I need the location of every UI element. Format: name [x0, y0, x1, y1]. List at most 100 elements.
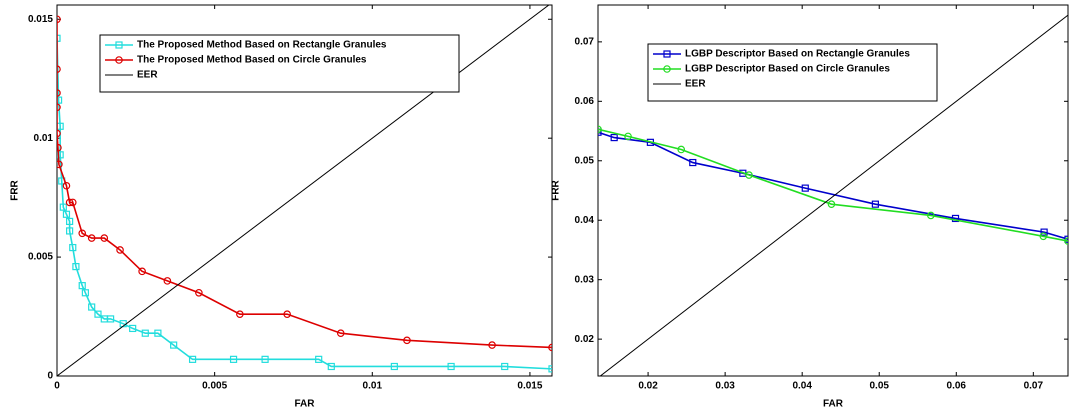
marker: [57, 65, 61, 74]
legend-label: LGBP Descriptor Based on Rectangle Granu…: [685, 49, 910, 60]
marker: [315, 355, 323, 363]
y-tick-label: 0.02: [575, 334, 595, 345]
marker: [115, 41, 123, 49]
marker: [57, 89, 61, 97]
marker: [57, 129, 61, 138]
marker: [229, 355, 238, 363]
x-tick-label: 0.005: [202, 381, 227, 392]
marker: [62, 210, 71, 218]
marker: [100, 234, 109, 242]
marker: [403, 336, 411, 345]
x-tick-label: 0.05: [869, 381, 889, 392]
marker: [115, 56, 123, 64]
marker: [163, 277, 172, 285]
y-tick-label: 0.06: [575, 96, 595, 107]
marker: [57, 96, 63, 104]
chart: 0.02 0.03 0.04 0.05 0.06 0.07 0.02 0.03 0.04 0.05…: [551, 4, 1069, 410]
legend-label: The Proposed Method Based on Circle Gran…: [137, 55, 367, 66]
marker: [801, 184, 809, 192]
marker: [663, 65, 671, 73]
marker: [59, 203, 67, 211]
x-tick-label: 0.03: [715, 381, 735, 392]
marker: [66, 217, 74, 226]
marker: [283, 310, 291, 318]
legend-label: LGBP Descriptor Based on Circle Granules: [685, 64, 890, 75]
y-axis-label: FRR: [551, 179, 562, 200]
marker: [57, 160, 63, 169]
marker: [548, 365, 552, 373]
marker: [1064, 237, 1068, 245]
legend-label: EER: [685, 79, 706, 90]
marker: [141, 329, 149, 337]
series-line: [599, 14, 1068, 376]
x-tick-label: 0: [54, 381, 60, 392]
y-tick-label: 0.03: [575, 274, 595, 285]
marker: [447, 362, 455, 371]
marker: [116, 246, 124, 254]
series-line: [598, 128, 1068, 242]
series-line: [57, 38, 552, 370]
y-tick-label: 0.07: [575, 37, 595, 48]
marker: [610, 133, 618, 142]
marker: [327, 362, 335, 371]
plot-area: [598, 14, 1068, 376]
marker: [624, 132, 632, 141]
marker: [501, 362, 509, 371]
y-tick-label: 0.04: [575, 215, 595, 226]
x-tick-label: 0.01: [363, 381, 383, 392]
y-axis-label: FRR: [10, 179, 21, 200]
series-line: [57, 19, 552, 349]
series-line: [57, 5, 550, 376]
marker: [57, 15, 61, 24]
marker: [745, 171, 753, 179]
legend-label: EER: [137, 70, 158, 81]
marker: [663, 50, 671, 58]
marker: [129, 324, 137, 333]
marker: [68, 198, 77, 207]
y-tick-label: 0.005: [28, 252, 53, 263]
marker: [72, 263, 80, 271]
marker: [57, 103, 61, 112]
series-line: [598, 131, 1068, 241]
marker: [390, 362, 398, 371]
chart: 0 0.005 0.01 0.015 0 0.005 0.01 0.015 FAR FRR The …: [10, 4, 553, 410]
marker: [1040, 228, 1048, 236]
x-tick-label: 0.06: [947, 381, 967, 392]
y-tick-label: 0.05: [575, 155, 595, 166]
marker: [195, 288, 203, 297]
plot-area: [57, 5, 552, 376]
marker: [78, 229, 87, 238]
marker: [106, 315, 115, 323]
marker: [57, 34, 61, 42]
marker: [927, 211, 935, 220]
marker: [170, 341, 178, 349]
marker: [138, 267, 146, 276]
marker: [154, 329, 162, 337]
y-tick-label: 0: [47, 371, 53, 382]
x-tick-label: 0.04: [792, 381, 812, 392]
marker: [1039, 232, 1048, 241]
marker: [488, 341, 496, 349]
marker: [65, 198, 74, 207]
marker: [57, 143, 62, 152]
x-tick-label: 0.015: [517, 381, 542, 392]
marker: [827, 200, 836, 208]
marker: [336, 329, 345, 337]
marker: [188, 355, 197, 363]
marker: [677, 145, 686, 154]
x-tick-label: 0.02: [638, 381, 658, 392]
marker: [81, 289, 89, 297]
marker: [689, 158, 697, 167]
marker: [78, 282, 86, 290]
marker: [598, 125, 602, 134]
y-tick-label: 0.01: [34, 133, 54, 144]
marker: [951, 214, 960, 223]
marker: [236, 310, 244, 318]
marker: [871, 200, 879, 208]
marker: [66, 227, 74, 235]
marker: [62, 181, 71, 190]
marker: [94, 310, 102, 318]
marker: [598, 128, 602, 136]
marker: [261, 355, 269, 363]
